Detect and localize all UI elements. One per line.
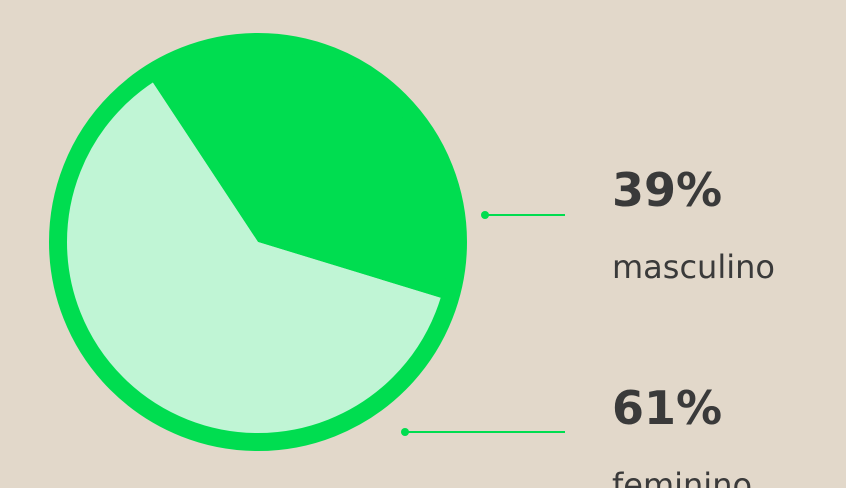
pie-outline [49,33,467,451]
connector-dot [401,428,409,436]
legend-label: feminino [612,466,752,488]
value-label: 61% [612,381,722,435]
pie-slice [149,44,456,300]
value-label: 39% [612,163,722,217]
legend-label: masculino [612,248,775,286]
connector-dot [481,211,489,219]
pie [49,33,467,451]
legend: 39% masculino 61% feminino [401,163,775,488]
pie-slice [59,76,448,441]
